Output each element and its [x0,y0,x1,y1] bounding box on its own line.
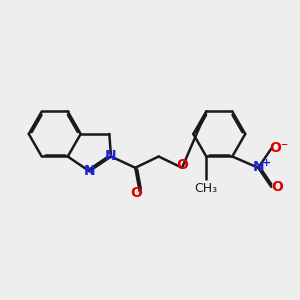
Text: N: N [105,149,117,164]
Text: O: O [176,158,188,172]
Text: O: O [130,186,142,200]
Text: O⁻: O⁻ [269,141,289,155]
Text: O: O [272,180,283,194]
Text: N: N [84,164,95,178]
Text: N: N [252,160,264,174]
Text: +: + [262,158,272,168]
Text: CH₃: CH₃ [195,182,218,195]
